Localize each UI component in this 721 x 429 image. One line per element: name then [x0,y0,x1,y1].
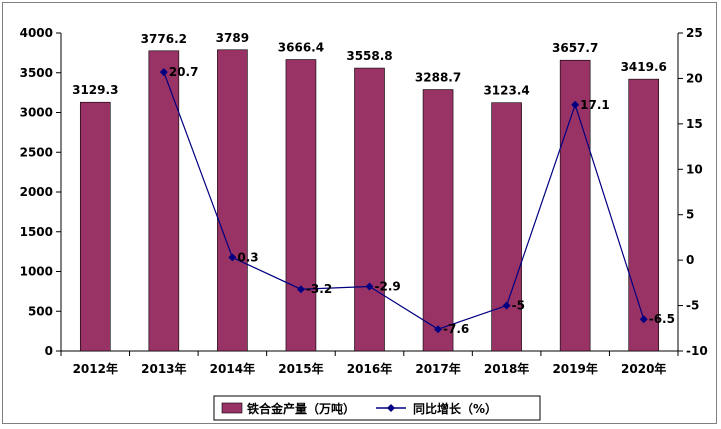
growth-point [228,253,237,262]
bar [422,89,454,352]
x-tick-label: 2017年 [415,361,460,376]
bar-value-label: 3789 [216,31,249,45]
bar [285,59,317,352]
legend: 铁合金产量（万吨） 同比增长（%） [213,395,541,421]
bar-value-label: 3666.4 [278,41,324,55]
y-right-tick-label: 10 [686,162,703,176]
y-left-tick-label: 3500 [20,66,53,80]
y-right-tick-label: 20 [686,71,703,85]
y-left-tick-label: 1500 [20,225,53,239]
y-right-tick-label: 15 [686,117,703,131]
growth-value-label: -6.5 [649,312,675,326]
growth-value-label: -3.2 [306,282,332,296]
bar [354,67,385,352]
x-tick-label: 2020年 [621,361,666,376]
growth-value-label: 20.7 [169,65,199,79]
growth-point [502,301,511,310]
y-right-tick-label: 0 [686,253,694,267]
legend-swatch-marker [387,404,395,412]
x-tick-label: 2019年 [552,361,597,376]
legend-label-bar: 铁合金产量（万吨） [247,401,355,416]
y-left-tick-label: 3000 [20,106,53,120]
y-left-tick-label: 0 [45,344,53,358]
y-left-tick-label: 500 [28,304,53,318]
bar-value-label: 3129.3 [72,83,118,97]
bar [148,50,180,352]
bar [217,49,248,352]
line-layer [159,68,648,334]
growth-value-label: -2.9 [375,279,401,293]
y-left-tick-label: 4000 [20,26,53,40]
bar-value-label: 3288.7 [415,71,461,85]
bar [491,102,522,352]
growth-value-label: 17.1 [580,98,610,112]
y-right-tick-label: -10 [686,344,708,358]
bar-value-label: 3419.6 [621,60,667,74]
growth-value-label: 0.3 [237,250,258,264]
bar-value-label: 3657.7 [552,41,598,55]
x-tick-label: 2014年 [210,361,255,376]
growth-point [434,325,443,334]
growth-point [365,282,374,291]
y-left-tick-label: 2000 [20,185,53,199]
chart-frame: 0 500 1000 1500 2000 2500 3000 3500 4000 -10 -5 0 5 1… [2,2,717,424]
x-tick-label: 2016年 [347,361,392,376]
growth-point [571,100,580,109]
axes-layer: 0 500 1000 1500 2000 2500 3000 3500 4000 -10 -5 0 5 1… [20,26,708,376]
y-left-tick-label: 2500 [20,145,53,159]
y-right-tick-label: 25 [686,26,703,40]
y-left-tick-label: 1000 [20,265,53,279]
legend-swatch-bar [221,402,243,414]
growth-point [296,285,305,294]
x-tick-label: 2013年 [141,361,186,376]
x-tick-label: 2018年 [484,361,529,376]
labels-layer: 3129.3 3776.2 3789 3666.4 3558.8 3288.7 3123.4… [72,31,675,336]
legend-box [213,395,541,421]
bars-layer [79,49,660,352]
legend-label-line: 同比增长（%） [413,401,497,416]
x-tick-label: 2012年 [73,361,118,376]
bar-value-label: 3776.2 [141,32,187,46]
growth-point [639,315,648,324]
growth-value-label: -5 [512,299,525,313]
bar-value-label: 3123.4 [483,84,529,98]
y-right-tick-label: 5 [686,208,694,222]
chart-svg: 0 500 1000 1500 2000 2500 3000 3500 4000 -10 -5 0 5 1… [20,26,708,421]
bar [628,78,660,352]
bar-value-label: 3558.8 [346,49,392,63]
x-tick-label: 2015年 [278,361,323,376]
y-right-tick-label: -5 [686,299,699,313]
growth-point [159,68,168,77]
bar [79,101,111,352]
growth-value-label: -7.6 [443,322,469,336]
growth-line [163,71,645,330]
